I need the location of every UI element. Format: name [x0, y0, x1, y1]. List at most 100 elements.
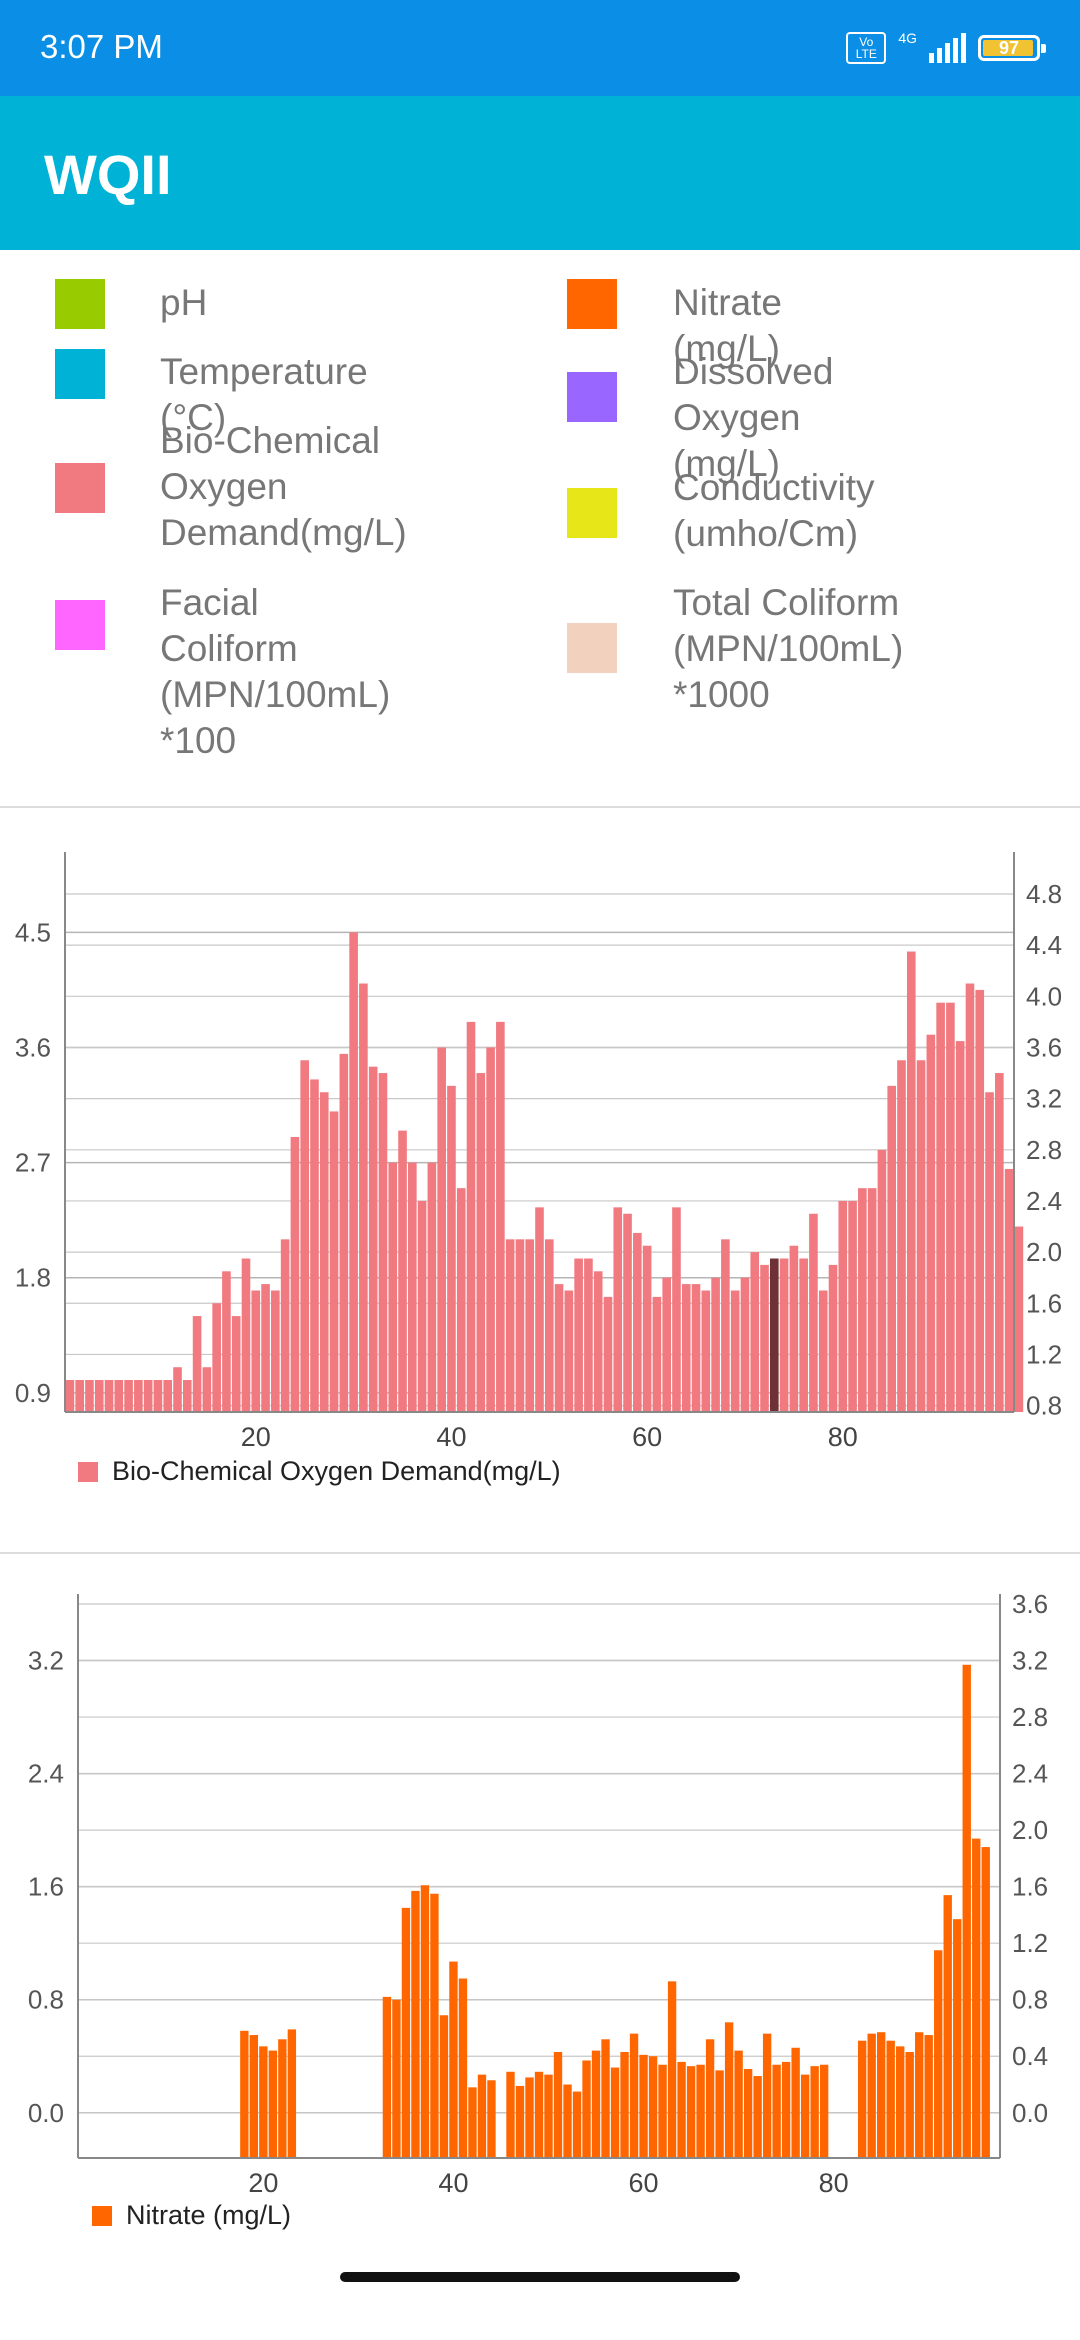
- bar: [564, 1290, 574, 1412]
- bar: [466, 1021, 476, 1412]
- bar: [153, 1380, 163, 1412]
- signal-icon: [929, 33, 966, 63]
- legend-swatch: [567, 488, 617, 538]
- bar: [411, 1890, 420, 2158]
- bar: [300, 1060, 310, 1412]
- bar: [730, 1290, 740, 1412]
- y-tick-label-right: 3.6: [1012, 1589, 1048, 1619]
- y-tick-label-right: 0.0: [1012, 2098, 1048, 2128]
- nitrate-chart-svg[interactable]: 0.0 0.8 1.6 2.4 3.2 0.0 0.4 0.8 1.2 1.6 2.0 2.4 2.8 3…: [0, 1580, 1080, 2240]
- bar: [593, 1271, 603, 1412]
- bar: [427, 1162, 437, 1412]
- legend-swatch: [567, 623, 617, 673]
- y-tick-label-right: 0.8: [1012, 1985, 1048, 2015]
- bar: [610, 2067, 620, 2158]
- legend-swatch: [55, 463, 105, 513]
- bar: [681, 1284, 691, 1412]
- bar: [769, 1258, 779, 1412]
- bar: [620, 2052, 629, 2158]
- legend-swatch: [567, 372, 617, 422]
- bar: [613, 1207, 623, 1412]
- bar: [857, 2040, 867, 2158]
- bar: [134, 1380, 143, 1412]
- nitrate-chart-legend: Nitrate (mg/L): [92, 2200, 291, 2231]
- bar: [368, 1066, 378, 1412]
- bar: [268, 2050, 278, 2158]
- bar: [639, 2054, 648, 2158]
- nitrate-chart[interactable]: 0.0 0.8 1.6 2.4 3.2 0.0 0.4 0.8 1.2 1.6 2.0 2.4 2.8 3…: [0, 1580, 1080, 2240]
- chart-legend-label: Nitrate (mg/L): [126, 2200, 292, 2230]
- bar: [114, 1380, 124, 1412]
- divider: [0, 806, 1080, 808]
- bar: [701, 1290, 711, 1412]
- bar: [972, 1838, 981, 2158]
- bar: [750, 1252, 760, 1412]
- bar: [601, 2039, 610, 2158]
- bar: [572, 2091, 582, 2158]
- status-icons: Vo LTE 4G 97: [846, 26, 1046, 70]
- bar: [554, 1284, 564, 1412]
- legend-label: Temperature (°C): [160, 351, 368, 438]
- x-tick-label: 60: [629, 2168, 659, 2198]
- bar: [981, 1847, 990, 2158]
- bar: [896, 2046, 905, 2158]
- bar: [515, 2085, 525, 2158]
- home-indicator[interactable]: [340, 2272, 740, 2282]
- bar: [439, 2015, 449, 2158]
- bar: [943, 1895, 952, 2158]
- bar: [789, 1245, 799, 1412]
- bod-chart-svg[interactable]: 0.9 1.8 2.7 3.6 4.5 0.8 1.2 1.6 2.0 2.4 2.8 3.2 3.6 4…: [0, 840, 1080, 1500]
- bar: [398, 1130, 407, 1412]
- bar: [658, 2064, 667, 2158]
- bar: [449, 1961, 458, 2158]
- bar: [487, 2080, 496, 2158]
- volte-icon: Vo LTE: [846, 32, 887, 64]
- bar: [505, 1239, 515, 1412]
- bar: [696, 2064, 705, 2158]
- bar: [760, 1264, 769, 1412]
- bar: [261, 1284, 270, 1412]
- bar: [985, 1092, 994, 1412]
- bar: [544, 2074, 553, 2158]
- bar: [762, 2033, 772, 2158]
- bar: [1004, 1168, 1014, 1412]
- bod-chart[interactable]: 0.9 1.8 2.7 3.6 4.5 0.8 1.2 1.6 2.0 2.4 2.8 3.2 3.6 4…: [0, 840, 1080, 1500]
- bar: [800, 2074, 810, 2158]
- bar: [163, 1380, 173, 1412]
- bar: [603, 1296, 613, 1412]
- bar: [290, 1137, 300, 1412]
- chart-legend-label: Bio-Chemical Oxygen Demand(mg/L): [112, 1456, 561, 1486]
- y-tick-label-right: 2.0: [1026, 1237, 1062, 1267]
- bar: [525, 2077, 534, 2158]
- bar: [838, 1200, 848, 1412]
- bar: [182, 1380, 192, 1412]
- bar: [799, 1258, 808, 1412]
- y-tick-label-right: 4.8: [1026, 879, 1062, 909]
- bar: [143, 1380, 153, 1412]
- y-tick-label-right: 2.0: [1012, 1815, 1048, 1845]
- chart-legend-swatch: [92, 2205, 112, 2226]
- bar: [310, 1079, 319, 1412]
- bar: [173, 1367, 182, 1412]
- x-tick-label: 80: [819, 2168, 849, 2198]
- y-tick-label-right: 3.2: [1012, 1646, 1048, 1676]
- bar: [392, 1999, 401, 2158]
- bar: [877, 1149, 887, 1412]
- bar: [408, 1162, 417, 1412]
- bar: [378, 1073, 388, 1412]
- bar: [779, 1258, 789, 1412]
- bar: [819, 2064, 829, 2158]
- bar: [818, 1290, 828, 1412]
- legend-label: Facial Coliform (MPN/100mL) *100: [160, 582, 391, 761]
- bar: [691, 1284, 701, 1412]
- bar: [544, 1239, 554, 1412]
- bar: [339, 1053, 349, 1412]
- bar: [648, 2056, 658, 2158]
- y-tick-label-left: 1.8: [15, 1263, 51, 1293]
- bar: [667, 1981, 677, 2158]
- bar: [887, 1085, 897, 1412]
- bar: [721, 1239, 730, 1412]
- legend-label: Nitrate (mg/L): [673, 282, 782, 369]
- bar: [417, 1200, 427, 1412]
- bar: [287, 2029, 297, 2158]
